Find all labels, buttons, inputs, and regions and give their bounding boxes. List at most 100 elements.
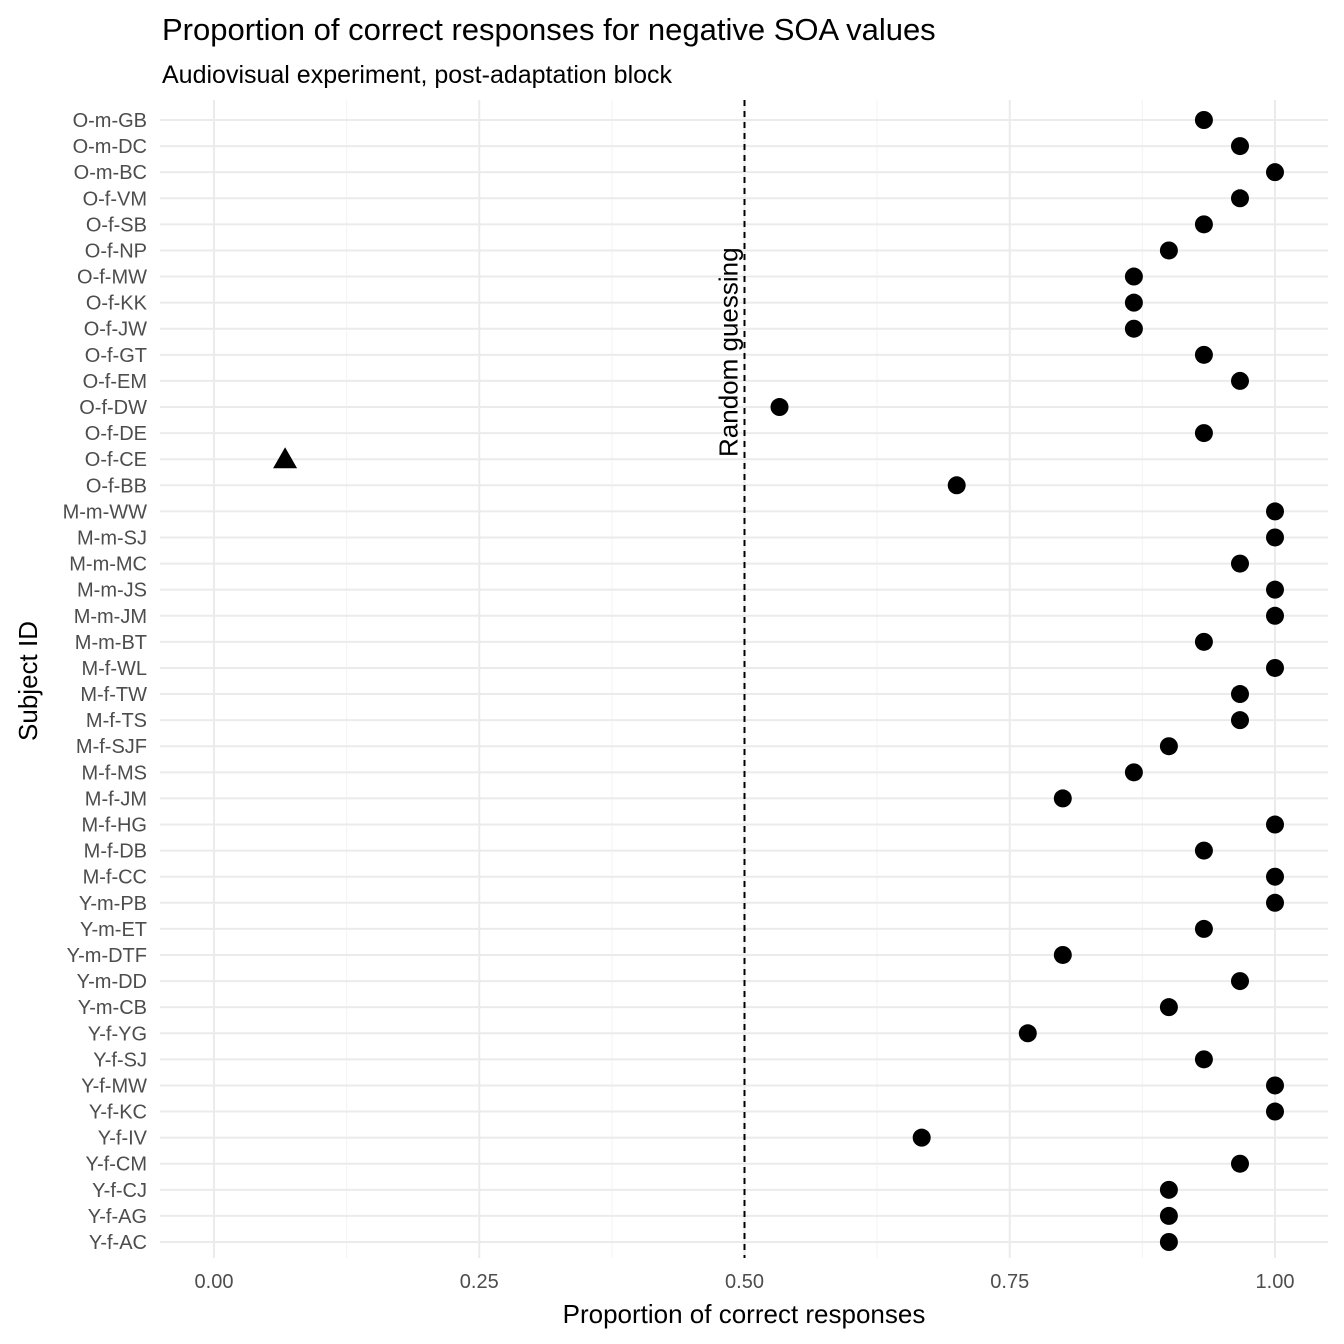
data-point	[1266, 580, 1284, 599]
y-tick-label: Y-f-KC	[89, 1102, 147, 1124]
y-tick-label: M-m-WW	[63, 501, 148, 523]
data-point	[1266, 893, 1284, 912]
data-point	[1053, 789, 1072, 808]
reference-line-group: Random guessing	[714, 100, 746, 1258]
data-point	[770, 398, 789, 417]
y-tick-label: O-m-GB	[73, 110, 147, 132]
y-tick-label: M-f-DB	[84, 841, 147, 863]
data-point	[1266, 1076, 1284, 1095]
chart-title: Proportion of correct responses for nega…	[162, 12, 936, 47]
x-tick-label: 1.00	[1256, 1271, 1295, 1293]
data-point	[912, 1128, 931, 1147]
data-point	[1053, 945, 1072, 964]
data-point	[1124, 267, 1143, 286]
y-tick-label: M-f-MS	[81, 762, 147, 784]
y-tick-label: M-m-MC	[69, 554, 147, 576]
y-tick-label: M-f-WL	[81, 658, 147, 680]
data-point	[1230, 371, 1249, 390]
y-tick-label: Y-f-CM	[86, 1154, 147, 1176]
data-point	[1230, 554, 1249, 573]
y-tick-label: Y-m-DD	[77, 971, 147, 993]
data-point	[1266, 815, 1284, 834]
y-tick-label: M-f-TW	[80, 684, 147, 706]
data-point	[1266, 1102, 1284, 1121]
y-tick-label: Y-f-MW	[81, 1075, 147, 1097]
y-tick-label: Y-f-IV	[98, 1128, 148, 1150]
data-point	[1230, 137, 1249, 156]
y-axis-title: Subject ID	[13, 621, 43, 741]
data-point	[1194, 345, 1213, 364]
y-tick-label: O-f-VM	[83, 188, 147, 210]
data-point	[1159, 1233, 1178, 1251]
y-tick-label: O-f-GT	[85, 345, 147, 367]
y-tick-label: O-f-KK	[86, 293, 148, 315]
y-tick-label: O-m-DC	[73, 136, 147, 158]
x-tick-label: 0.25	[460, 1271, 499, 1293]
data-point	[1159, 1206, 1178, 1225]
data-point	[1018, 1024, 1037, 1043]
y-tick-label: M-m-JM	[74, 606, 147, 628]
x-tick-label: 0.75	[990, 1271, 1029, 1293]
y-tick-label: M-f-CC	[83, 867, 147, 889]
x-axis-title: Proportion of correct responses	[563, 1299, 926, 1329]
data-point	[1266, 502, 1284, 521]
y-tick-label: O-f-SB	[86, 214, 147, 236]
y-tick-label: Y-m-CB	[78, 997, 147, 1019]
y-tick-label: M-f-TS	[86, 710, 147, 732]
y-tick-label: Y-f-AG	[88, 1206, 147, 1228]
y-tick-label: O-f-MW	[77, 267, 147, 289]
y-tick-label: Y-f-AC	[89, 1232, 147, 1254]
x-tick-label: 0.00	[195, 1271, 234, 1293]
minor-gridlines	[346, 100, 1143, 1258]
y-tick-label: Y-f-YG	[88, 1023, 147, 1045]
y-tick-label: M-m-SJ	[77, 527, 147, 549]
y-tick-label: Y-m-DTF	[67, 945, 147, 967]
y-tick-label: O-f-EM	[83, 371, 147, 393]
data-point	[1194, 632, 1213, 651]
y-tick-label: Y-f-SJ	[93, 1049, 147, 1071]
data-point	[1159, 998, 1178, 1017]
y-tick-label: O-f-NP	[85, 240, 147, 262]
y-tick-label: O-f-DE	[85, 423, 147, 445]
data-point	[1266, 528, 1284, 547]
data-point	[1194, 111, 1213, 129]
data-point-triangle	[273, 447, 298, 469]
data-point	[1194, 424, 1213, 443]
y-tick-label: O-f-JW	[84, 319, 147, 341]
data-point	[1194, 919, 1213, 938]
data-point	[1159, 1180, 1178, 1199]
data-point	[1194, 215, 1213, 234]
y-tick-label: Y-m-ET	[80, 919, 147, 941]
data-point	[1124, 293, 1143, 312]
data-point	[1230, 972, 1249, 991]
x-tick-labels: 0.00 0.25 0.50 0.75 1.00	[195, 1271, 1295, 1293]
data-point	[1266, 606, 1284, 625]
data-point	[1194, 1050, 1213, 1069]
data-points	[273, 111, 1284, 1251]
y-tick-label: O-f-BB	[86, 475, 147, 497]
data-point	[1230, 711, 1249, 730]
y-tick-labels: O-m-GB O-m-DC O-m-BC O-f-VM O-f-SB O-f-NP O-f-…	[63, 110, 148, 1254]
y-tick-label: M-f-HG	[81, 815, 147, 837]
y-tick-label: M-m-JS	[77, 580, 147, 602]
y-tick-label: Y-f-CJ	[92, 1180, 147, 1202]
data-point	[1194, 841, 1213, 860]
y-tick-label: M-f-JM	[85, 788, 147, 810]
y-tick-label: M-m-BT	[75, 632, 147, 654]
data-point	[1230, 189, 1249, 208]
data-point	[1230, 685, 1249, 704]
data-point	[1159, 241, 1178, 260]
y-tick-label: Y-m-PB	[79, 893, 147, 915]
reference-line-label: Random guessing	[714, 247, 744, 457]
chart-subtitle: Audiovisual experiment, post-adaptation …	[162, 61, 673, 89]
data-point	[1266, 867, 1284, 886]
x-tick-label: 0.50	[725, 1271, 764, 1293]
y-tick-label: O-f-CE	[85, 449, 147, 471]
data-point	[947, 476, 966, 495]
data-point	[1124, 319, 1143, 338]
data-point	[1266, 658, 1284, 677]
y-tick-label: O-m-BC	[74, 162, 147, 184]
data-point	[1124, 763, 1143, 782]
data-point	[1159, 737, 1178, 756]
